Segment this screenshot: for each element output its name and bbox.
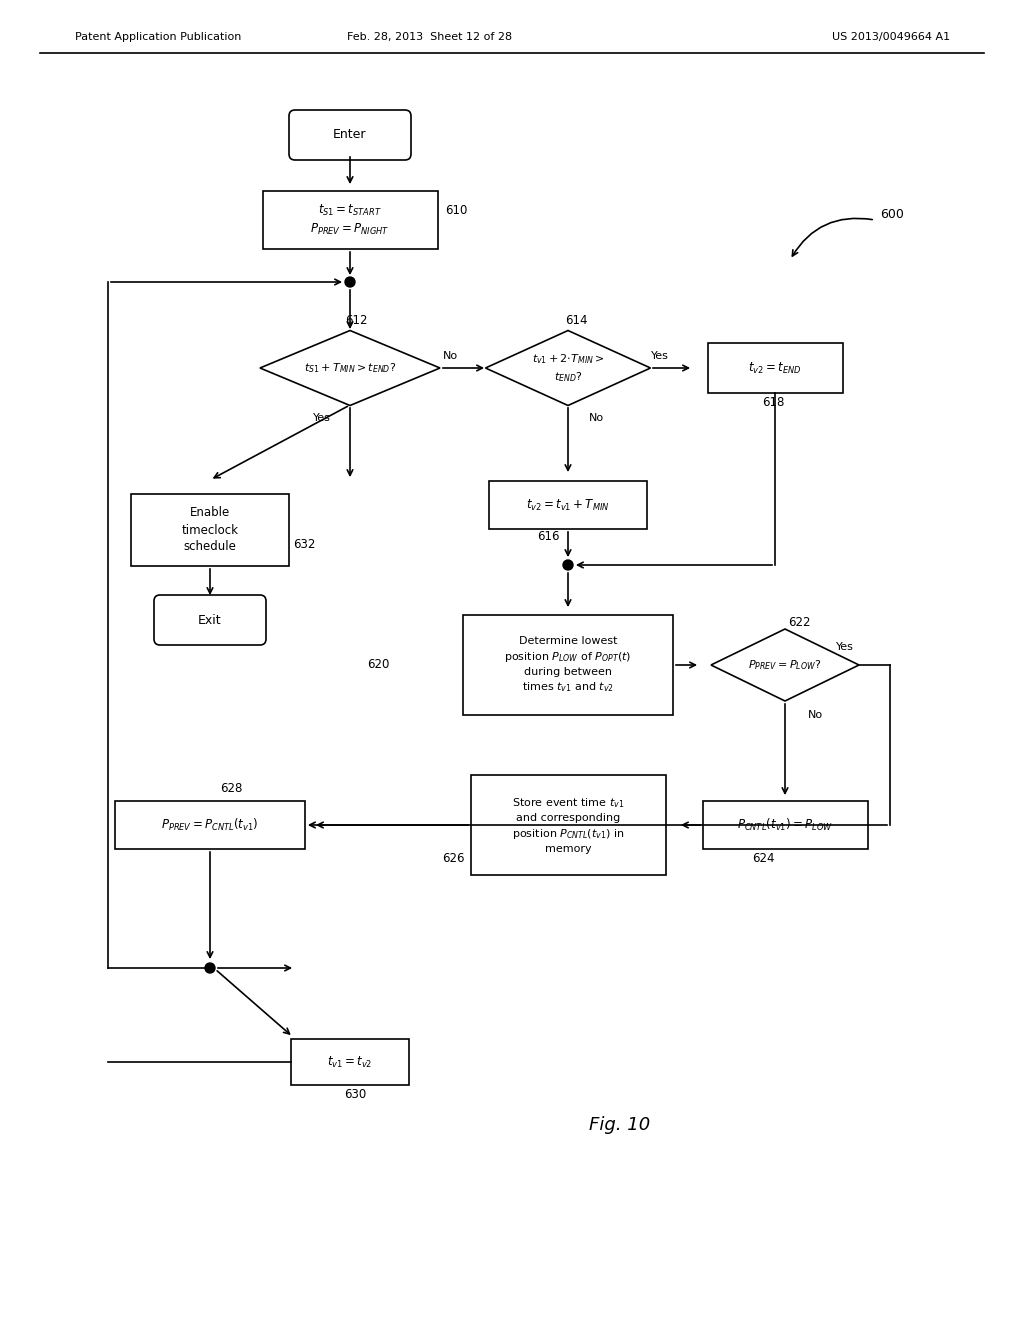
Text: 618: 618 bbox=[762, 396, 784, 408]
Bar bbox=[463, 615, 673, 715]
Text: $t_{S1} + T_{MIN} > t_{END}$?: $t_{S1} + T_{MIN} > t_{END}$? bbox=[304, 362, 396, 375]
Text: 630: 630 bbox=[344, 1089, 367, 1101]
Bar bbox=[115, 801, 305, 849]
Text: 626: 626 bbox=[442, 851, 465, 865]
Text: US 2013/0049664 A1: US 2013/0049664 A1 bbox=[831, 32, 950, 42]
Text: Exit: Exit bbox=[199, 614, 222, 627]
Text: Store event time $t_{v1}$
and corresponding
position $P_{CNTL}(t_{v1})$ in
memor: Store event time $t_{v1}$ and correspond… bbox=[512, 796, 625, 854]
Bar bbox=[131, 494, 289, 566]
Polygon shape bbox=[485, 330, 650, 405]
Text: 632: 632 bbox=[293, 539, 315, 552]
Text: $t_{v2} = t_{END}$: $t_{v2} = t_{END}$ bbox=[749, 360, 802, 376]
FancyBboxPatch shape bbox=[154, 595, 266, 645]
Text: $t_{S1} = t_{START}$
$P_{PREV} = P_{NIGHT}$: $t_{S1} = t_{START}$ $P_{PREV} = P_{NIGH… bbox=[310, 203, 389, 238]
Text: Fig. 10: Fig. 10 bbox=[590, 1115, 650, 1134]
Text: $t_{v1} + 2{\cdot}T_{MIN} >$
$t_{END}$?: $t_{v1} + 2{\cdot}T_{MIN} >$ $t_{END}$? bbox=[531, 352, 604, 384]
Text: No: No bbox=[442, 351, 458, 360]
Bar bbox=[489, 480, 647, 529]
Text: Feb. 28, 2013  Sheet 12 of 28: Feb. 28, 2013 Sheet 12 of 28 bbox=[347, 32, 513, 42]
Text: 622: 622 bbox=[788, 616, 811, 630]
Text: Patent Application Publication: Patent Application Publication bbox=[75, 32, 242, 42]
Text: $P_{PREV} = P_{LOW}$?: $P_{PREV} = P_{LOW}$? bbox=[749, 659, 821, 672]
Text: Yes: Yes bbox=[651, 351, 669, 360]
Text: $t_{v1} = t_{v2}$: $t_{v1} = t_{v2}$ bbox=[328, 1055, 373, 1069]
Text: 628: 628 bbox=[220, 781, 243, 795]
Text: Determine lowest
position $P_{LOW}$ of $P_{OPT}(t)$
during between
times $t_{v1}: Determine lowest position $P_{LOW}$ of $… bbox=[505, 635, 632, 694]
Text: 614: 614 bbox=[565, 314, 588, 326]
Text: No: No bbox=[808, 710, 822, 719]
Circle shape bbox=[563, 560, 573, 570]
Polygon shape bbox=[711, 630, 859, 701]
Circle shape bbox=[345, 277, 355, 286]
Text: No: No bbox=[589, 413, 603, 422]
Text: $t_{v2} = t_{v1} + T_{MIN}$: $t_{v2} = t_{v1} + T_{MIN}$ bbox=[526, 498, 610, 512]
Text: 616: 616 bbox=[538, 529, 560, 543]
Text: 600: 600 bbox=[880, 209, 904, 222]
Text: Enter: Enter bbox=[333, 128, 367, 141]
Bar bbox=[262, 191, 437, 249]
Text: Enable
timeclock
schedule: Enable timeclock schedule bbox=[181, 507, 239, 553]
Text: Yes: Yes bbox=[836, 642, 854, 652]
Text: Yes: Yes bbox=[313, 413, 331, 422]
Bar bbox=[708, 343, 843, 393]
Bar bbox=[702, 801, 867, 849]
Text: 620: 620 bbox=[368, 659, 390, 672]
Polygon shape bbox=[260, 330, 440, 405]
FancyBboxPatch shape bbox=[289, 110, 411, 160]
Text: 624: 624 bbox=[753, 851, 775, 865]
Text: 612: 612 bbox=[345, 314, 368, 326]
Text: $P_{CNTL}(t_{v1}) = P_{LOW}$: $P_{CNTL}(t_{v1}) = P_{LOW}$ bbox=[737, 817, 834, 833]
Circle shape bbox=[205, 964, 215, 973]
Bar bbox=[291, 1039, 409, 1085]
Text: $P_{PREV} = P_{CNTL}(t_{v1})$: $P_{PREV} = P_{CNTL}(t_{v1})$ bbox=[161, 817, 259, 833]
Text: 610: 610 bbox=[445, 203, 467, 216]
Bar bbox=[470, 775, 666, 875]
